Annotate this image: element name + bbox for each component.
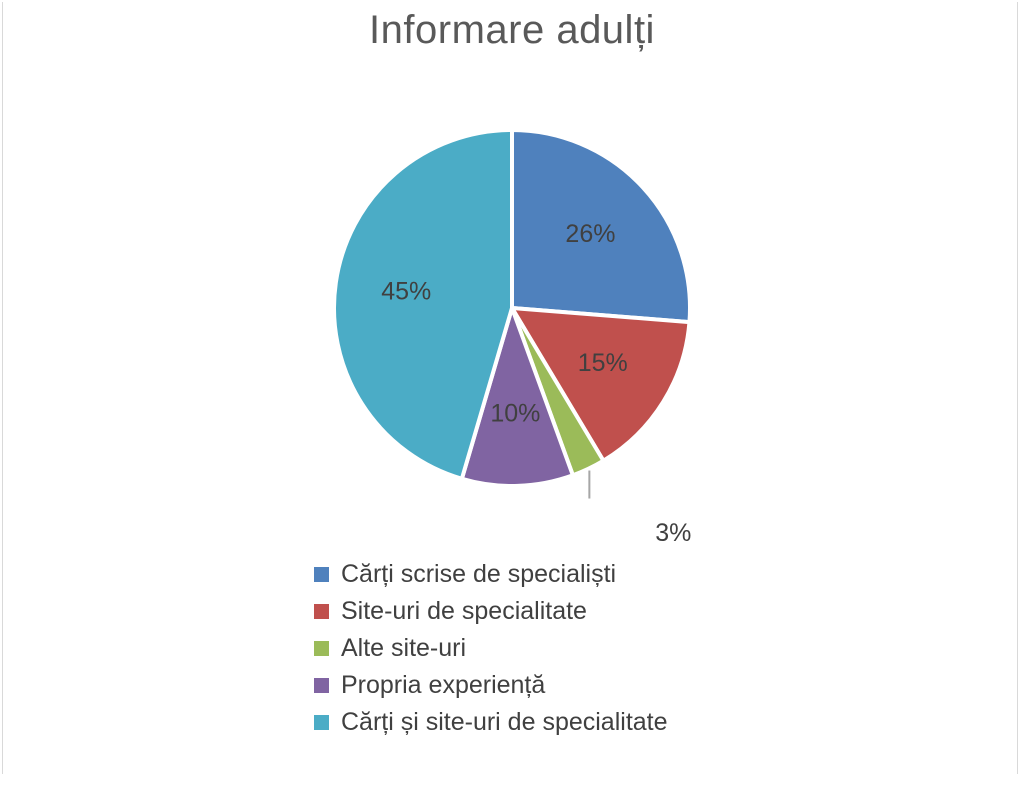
legend-item: Alte site-uri xyxy=(314,630,774,667)
chart-title: Informare adulți xyxy=(369,8,655,52)
legend-item: Propria experiență xyxy=(314,667,774,704)
data-label: 3% xyxy=(655,519,691,547)
data-label: 26% xyxy=(565,220,615,248)
pie-slice xyxy=(459,306,575,488)
data-label: 45% xyxy=(381,277,431,305)
pie-slice xyxy=(332,128,514,481)
legend-item: Site-uri de specialitate xyxy=(314,593,774,630)
legend-swatch xyxy=(314,715,329,730)
data-label: 15% xyxy=(578,349,628,377)
legend: Cărți scrise de specialiști Site-uri de … xyxy=(314,556,774,741)
legend-label: Propria experiență xyxy=(341,671,546,699)
legend-label: Cărți scrise de specialiști xyxy=(341,560,617,588)
legend-swatch xyxy=(314,604,329,619)
pie-slice xyxy=(510,128,692,325)
pie-slice xyxy=(510,306,692,463)
data-label: 10% xyxy=(490,399,540,427)
legend-swatch xyxy=(314,567,329,582)
legend-item: Cărți scrise de specialiști xyxy=(314,556,774,593)
legend-item: Cărți și site-uri de specialitate xyxy=(314,704,774,741)
legend-swatch xyxy=(314,678,329,693)
legend-label: Cărți și site-uri de specialitate xyxy=(341,708,668,736)
legend-label: Alte site-uri xyxy=(341,634,467,662)
legend-label: Site-uri de specialitate xyxy=(341,597,587,625)
legend-swatch xyxy=(314,641,329,656)
